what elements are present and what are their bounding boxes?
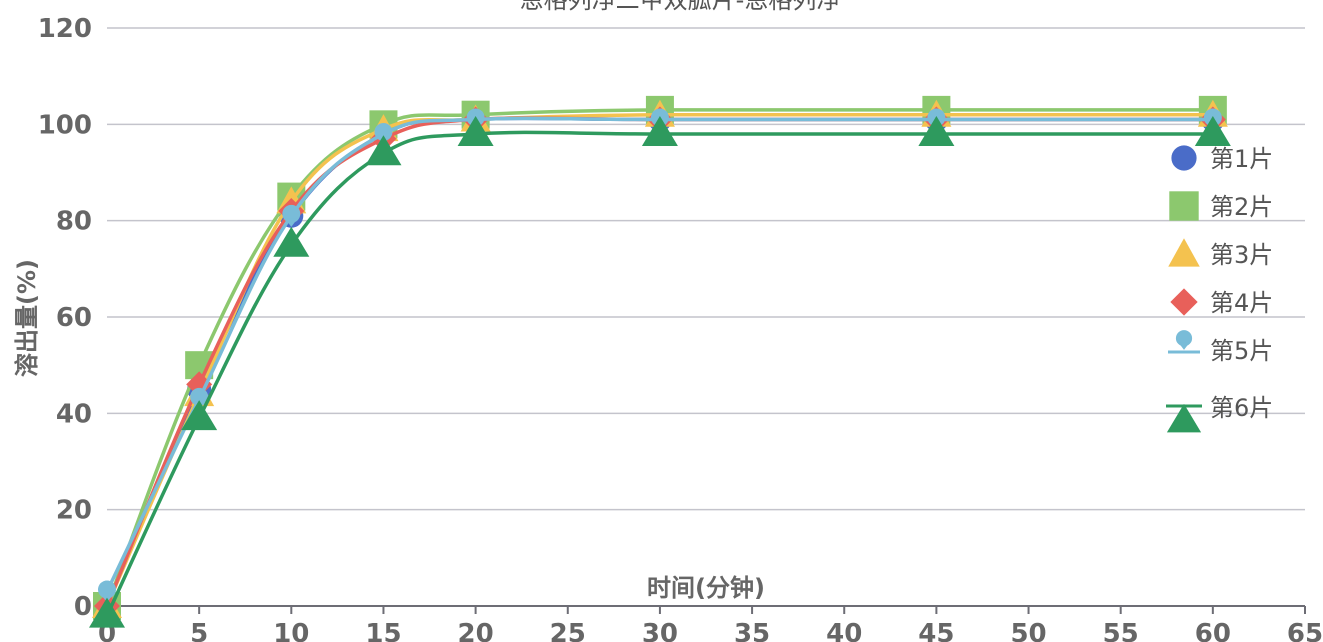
x-tick-label-5: 5 [190, 619, 208, 642]
legend-symbol-5 [1175, 330, 1193, 350]
legend-item-6: 第6片 [1166, 394, 1273, 433]
y-axis-title: 溶出量(%) [13, 259, 41, 377]
legend-label-6: 第6片 [1210, 394, 1273, 422]
series-6-point-5 [181, 400, 218, 431]
legend-label-3: 第3片 [1210, 241, 1273, 269]
series-3 [92, 99, 1228, 618]
y-tick-label-100: 100 [38, 110, 92, 140]
legend-symbol-2 [1169, 191, 1199, 221]
y-tick-label-80: 80 [56, 207, 92, 237]
legend-label-1: 第1片 [1210, 145, 1273, 173]
chart-title: 恩格列净二甲双胍片-恩格列净 [520, 0, 841, 14]
legend-label-5: 第5片 [1210, 337, 1273, 365]
series-6 [89, 115, 1231, 628]
series-6-point-15 [365, 135, 402, 166]
series-5-point-5-head [190, 387, 209, 406]
x-tick-label-40: 40 [826, 619, 862, 642]
series-2 [93, 95, 1227, 620]
legend-label-2: 第2片 [1210, 193, 1273, 221]
series-line-2 [105, 107, 1213, 607]
legend-symbol-5-tip [1178, 342, 1190, 350]
series-6-point-0 [89, 597, 125, 628]
legend-label-4: 第4片 [1210, 289, 1273, 317]
series-6-point-45 [918, 115, 955, 146]
series-line-1 [105, 116, 1213, 607]
series-6-point-20 [457, 115, 494, 146]
series-line-5 [105, 116, 1213, 593]
x-tick-label-10: 10 [273, 619, 309, 642]
legend-symbol-6 [1166, 403, 1202, 433]
series-4 [94, 106, 1226, 619]
series-1 [95, 107, 1225, 618]
x-tick-label-20: 20 [458, 619, 494, 642]
legend-item-4: 第4片 [1170, 288, 1273, 317]
legend-item-2: 第2片 [1169, 191, 1273, 221]
y-tick-label-40: 40 [56, 399, 92, 429]
series-line-6 [105, 130, 1213, 617]
series-5-point-0-head [98, 580, 116, 599]
x-tick-label-35: 35 [734, 619, 770, 642]
series-line-3 [105, 112, 1213, 607]
series-6-point-30 [641, 115, 678, 146]
series-5 [98, 108, 1222, 603]
x-tick-label-30: 30 [642, 619, 678, 642]
x-tick-label-65: 65 [1287, 619, 1323, 642]
y-tick-label-60: 60 [56, 303, 92, 333]
x-tick-label-45: 45 [918, 619, 954, 642]
legend-symbol-5-head [1175, 330, 1193, 347]
x-tick-label-60: 60 [1195, 619, 1231, 642]
legend-item-1: 第1片 [1171, 145, 1273, 173]
series-5-point-10-head [282, 204, 301, 223]
legend-item-5: 第5片 [1168, 330, 1273, 365]
y-tick-label-120: 120 [38, 14, 92, 44]
series-6-point-60 [1194, 115, 1231, 146]
legend-item-3: 第3片 [1168, 238, 1273, 269]
y-tick-label-20: 20 [56, 496, 92, 526]
series-5-point-10-tip [285, 218, 298, 227]
series-line-4 [105, 116, 1213, 607]
series-5-point-15-head [374, 122, 393, 141]
series-6-point-10 [273, 226, 310, 257]
legend-symbol-1 [1171, 145, 1197, 171]
series-5-point-10 [282, 204, 301, 227]
x-tick-label-25: 25 [550, 619, 586, 642]
grid-lines [107, 27, 1305, 511]
series-layer [89, 95, 1231, 628]
legend-symbol-4 [1170, 288, 1198, 316]
x-tick-label-55: 55 [1103, 619, 1139, 642]
x-tick-label-50: 50 [1010, 619, 1046, 642]
x-tick-label-15: 15 [365, 619, 401, 642]
y-tick-label-0: 0 [74, 592, 92, 622]
x-axis-title: 时间(分钟) [647, 574, 765, 602]
legend-symbol-3 [1168, 238, 1200, 267]
